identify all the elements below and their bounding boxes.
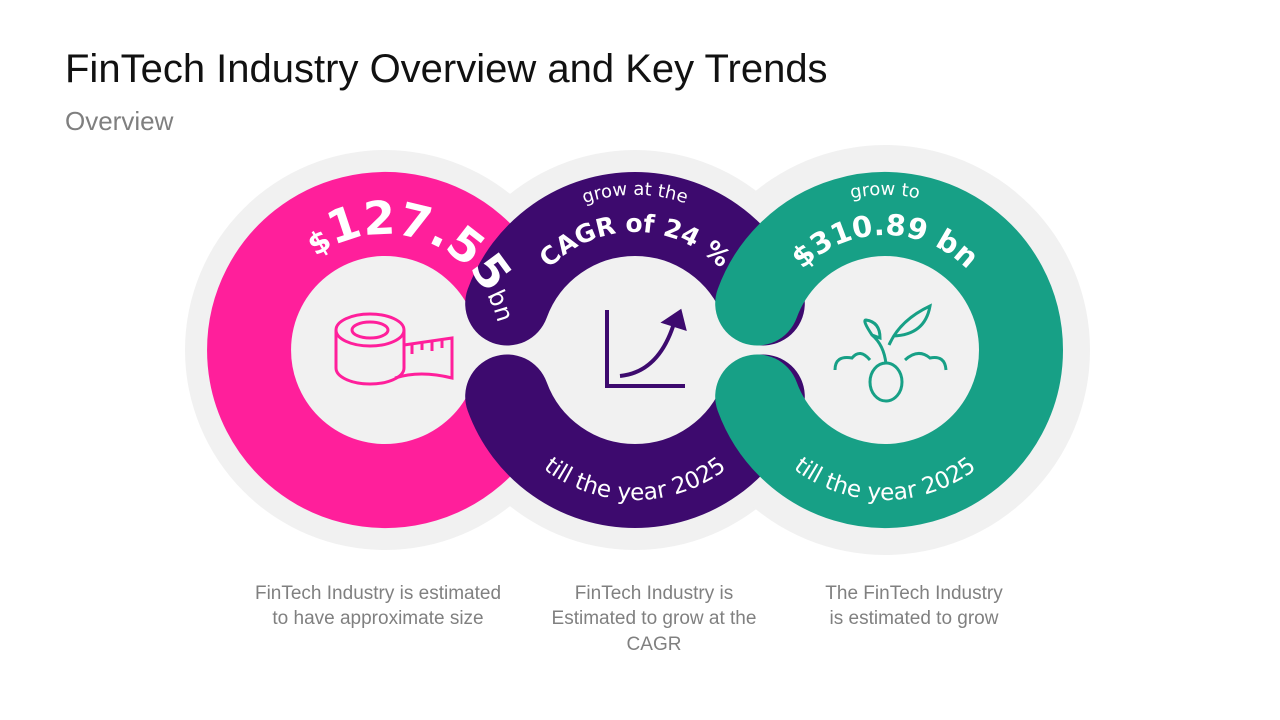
- caption: The FinTech Industry: [825, 583, 1003, 604]
- caption: CAGR: [627, 634, 682, 655]
- growth-icon: [605, 308, 687, 388]
- caption: FinTech Industry is: [575, 583, 733, 604]
- svg-text:grow to: grow to: [848, 179, 921, 204]
- ring3-top-small: grow to: [848, 179, 921, 204]
- caption: is estimated to grow: [830, 608, 999, 629]
- caption: to have approximate size: [272, 608, 483, 629]
- caption: Estimated to grow at the: [552, 608, 757, 629]
- tape-icon: [334, 312, 454, 386]
- subtitle: Overview: [65, 106, 174, 136]
- captions: FinTech Industry is estimated to have ap…: [255, 583, 1003, 655]
- teal-ring: [715, 172, 1063, 528]
- pink-ring: [207, 172, 551, 528]
- plant-icon: [833, 303, 948, 403]
- rings: [207, 172, 1063, 528]
- caption: FinTech Industry is estimated: [255, 583, 501, 604]
- title: FinTech Industry Overview and Key Trends: [65, 47, 828, 91]
